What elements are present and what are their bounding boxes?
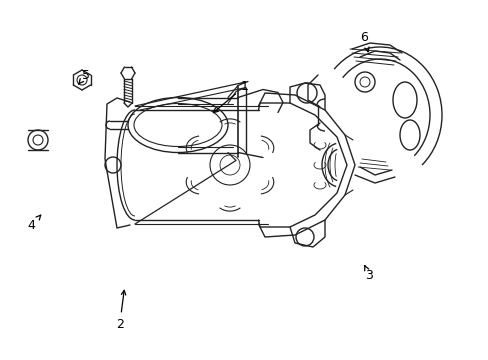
Text: 4: 4 [28, 215, 41, 231]
Text: 5: 5 [79, 69, 89, 84]
Text: 6: 6 [360, 31, 368, 52]
Text: 1: 1 [213, 80, 248, 113]
Text: 3: 3 [364, 266, 372, 282]
Text: 2: 2 [116, 290, 125, 330]
